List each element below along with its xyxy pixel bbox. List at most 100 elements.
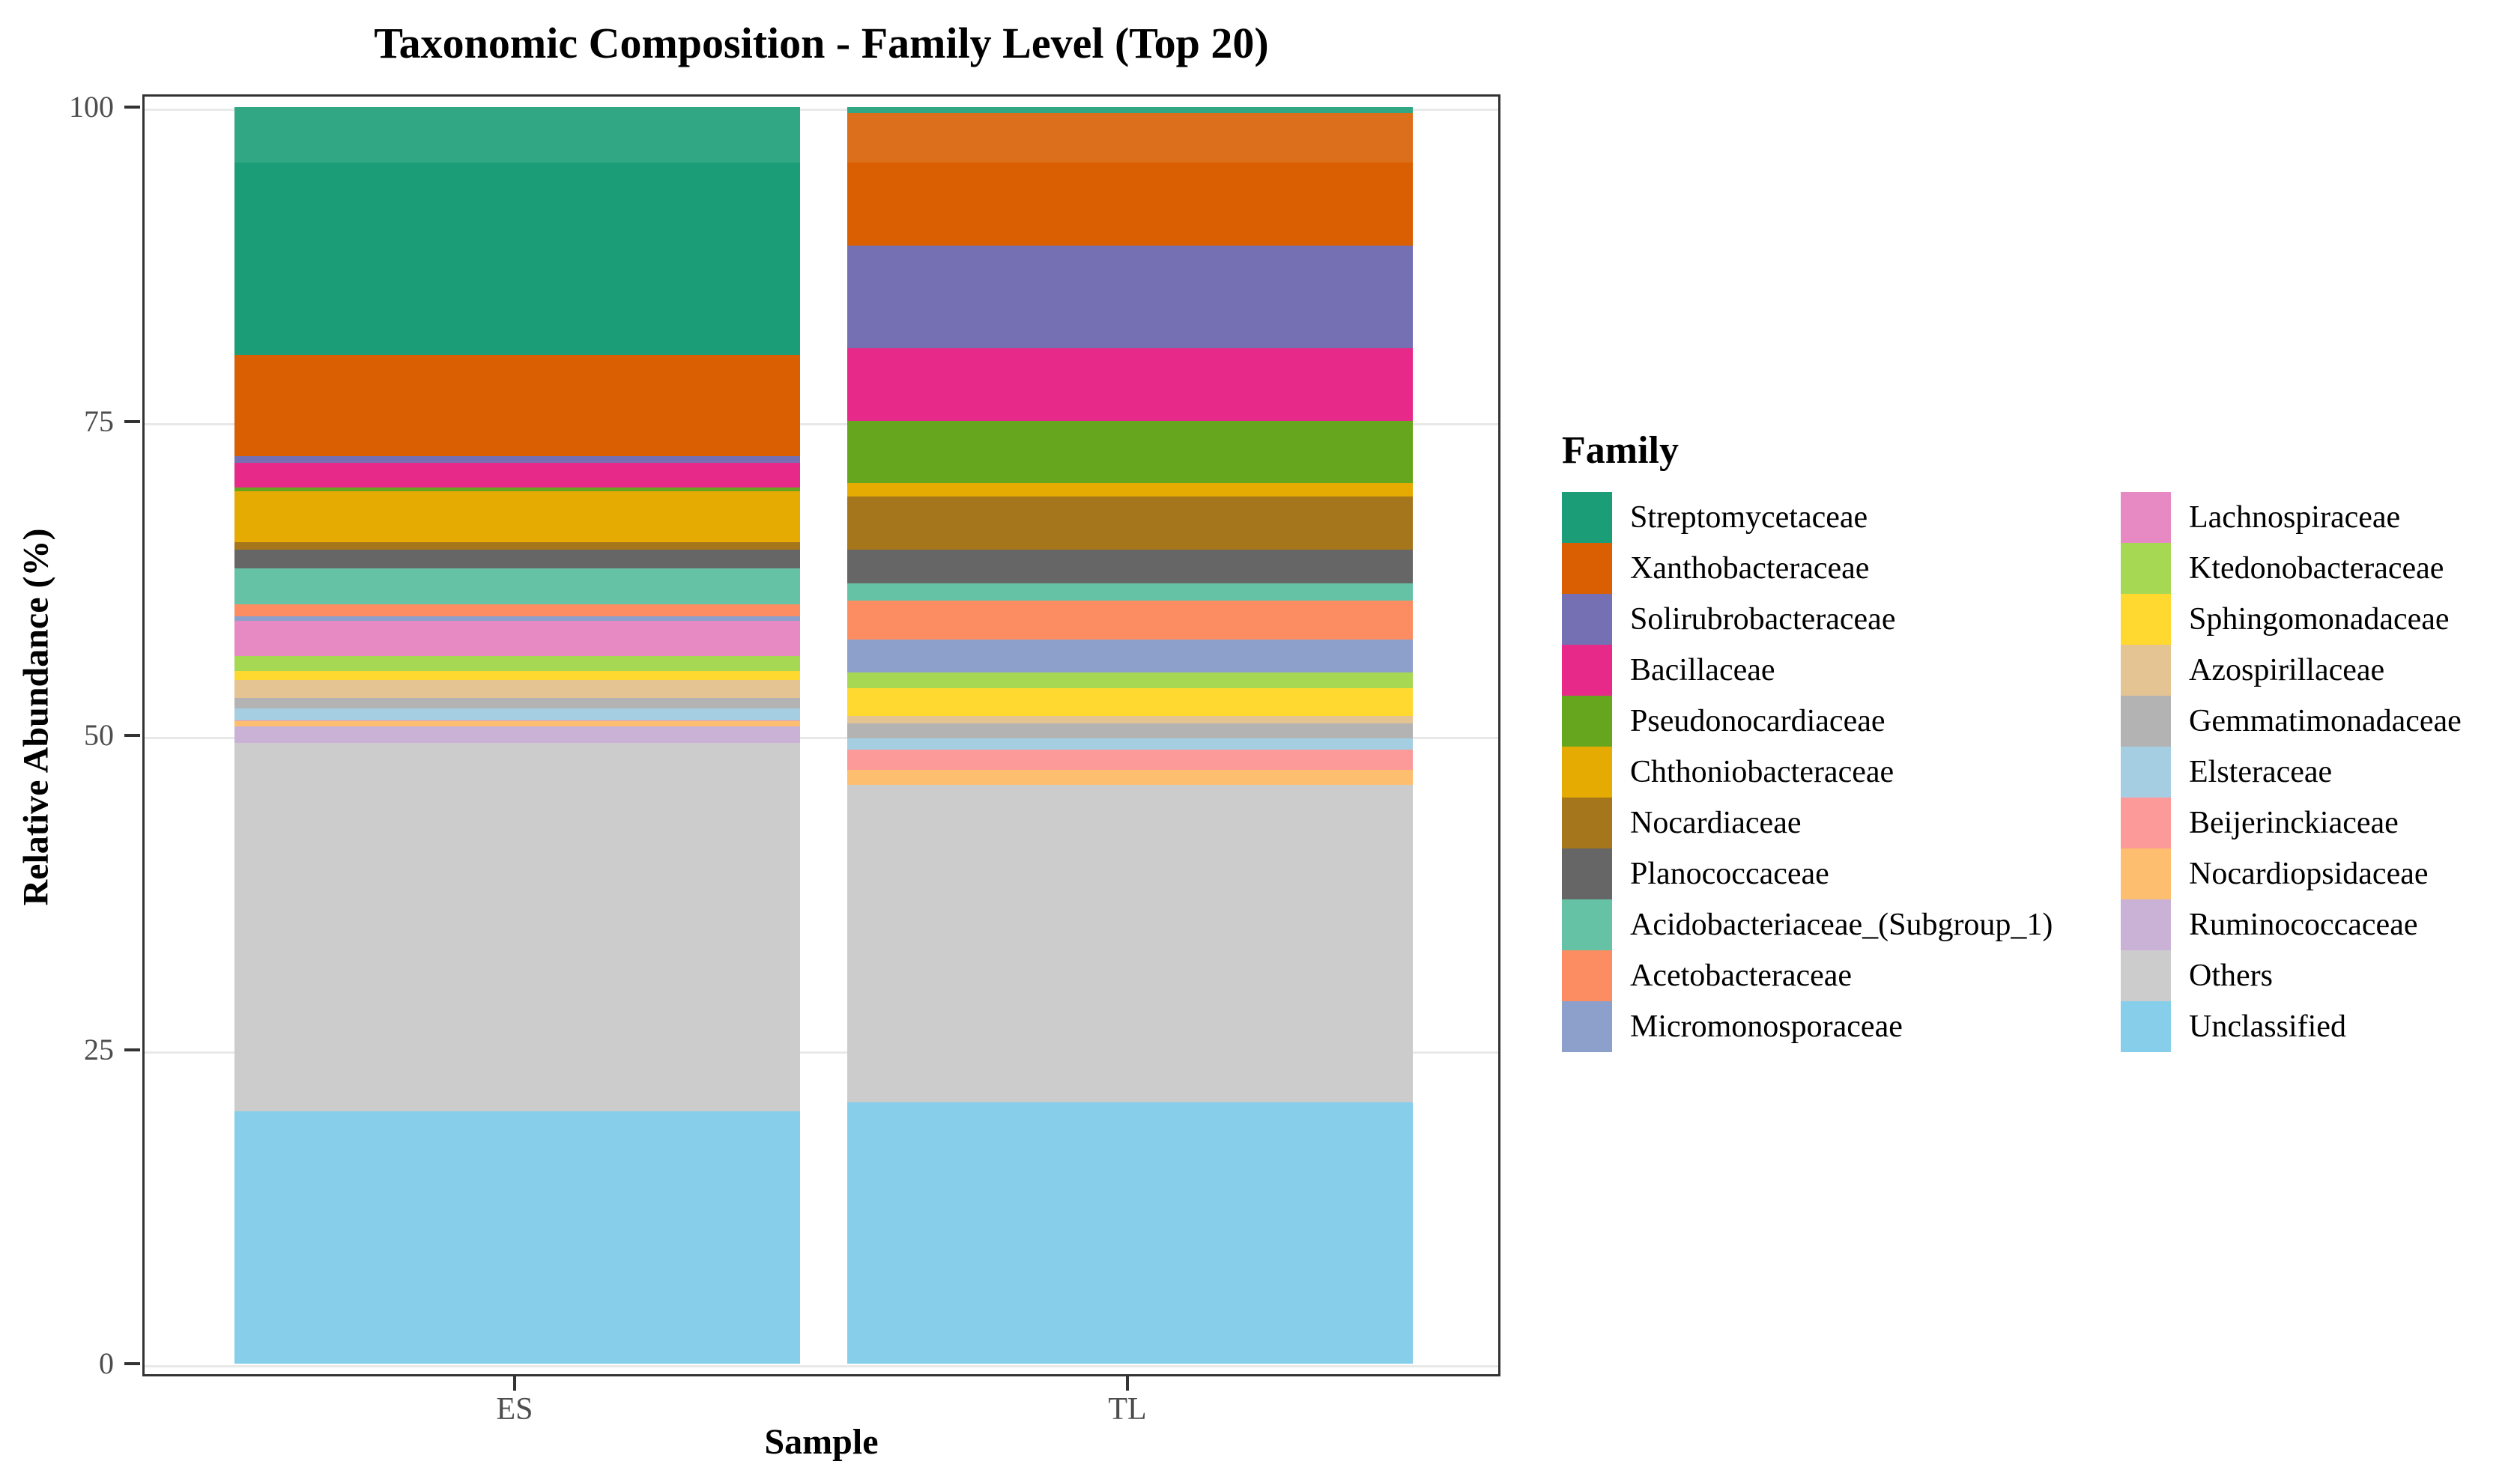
legend-item-Azospirillaceae: Azospirillaceae — [2121, 645, 2462, 696]
legend-swatch-Ktedonobacteraceae — [2121, 543, 2171, 594]
bar-segment-TL-Ktedonobacteraceae — [847, 672, 1413, 688]
legend-label-Lachnospiraceae: Lachnospiraceae — [2189, 500, 2401, 535]
legend-item-Streptomycetaceae: Streptomycetaceae — [1562, 492, 2053, 543]
legend-swatch-Acetobacteraceae — [1562, 950, 1612, 1001]
bar-segment-ES-Bacillaceae — [234, 462, 800, 488]
legend-swatch-Pseudonocardiaceae — [1562, 696, 1612, 747]
legend-label-Ruminococcaceae: Ruminococcaceae — [2189, 908, 2418, 942]
legend-label-Nocardiopsidaceae: Nocardiopsidaceae — [2189, 857, 2429, 891]
gridline-100 — [145, 109, 1498, 111]
legend-item-Chthoniobacteraceae: Chthoniobacteraceae — [1562, 747, 2053, 798]
legend-item-Elsteraceae: Elsteraceae — [2121, 747, 2462, 798]
legend-label-Streptomycetaceae: Streptomycetaceae — [1630, 500, 1868, 535]
bar-segment-ES-Elsteraceae — [234, 708, 800, 720]
legend-label-Acidobacteriaceae_(Subgroup_1): Acidobacteriaceae_(Subgroup_1) — [1630, 908, 2053, 942]
legend-swatch-Beijerinckiaceae — [2121, 798, 2171, 848]
bar-segment-TL-Sphingomonadaceae — [847, 688, 1413, 716]
y-tick-label-75: 75 — [84, 404, 114, 438]
bar-segment-ES-Acidobacteriaceae_(Subgroup_1) — [234, 568, 800, 604]
chart-title: Taxonomic Composition - Family Level (To… — [374, 19, 1269, 67]
y-axis-title: Relative Abundance (%) — [16, 528, 56, 906]
bar-segment-ES-Xanthobacteraceae — [234, 354, 800, 457]
legend-swatch-Nocardiaceae — [1562, 798, 1612, 848]
legend-swatch-Xanthobacteraceae — [1562, 543, 1612, 594]
plot-panel — [142, 94, 1500, 1376]
legend-swatch-Others — [2121, 950, 2171, 1001]
legend-item-Lachnospiraceae: Lachnospiraceae — [2121, 492, 2462, 543]
x-axis-title: Sample — [764, 1422, 879, 1462]
bar-segment-TL-Beijerinckiaceae — [847, 750, 1413, 771]
legend-label-Acetobacteraceae: Acetobacteraceae — [1630, 959, 1853, 993]
y-tick-mark-50 — [124, 734, 140, 737]
legend-swatch-Sphingomonadaceae — [2121, 594, 2171, 645]
legend-swatch-Solirubrobacteraceae — [1562, 594, 1612, 645]
y-tick-mark-25 — [124, 1048, 140, 1051]
legend-item-Bacillaceae: Bacillaceae — [1562, 645, 2053, 696]
bar-segment-ES-Acetobacteraceae — [234, 604, 800, 617]
legend-item-Gemmatimonadaceae: Gemmatimonadaceae — [2121, 696, 2462, 747]
bar-segment-ES-Solirubrobacteraceae — [234, 456, 800, 463]
bar-segment-ES-Streptomycetaceae — [234, 107, 800, 355]
bar-segment-ES-Ruminococcaceae — [234, 726, 800, 743]
legend-label-Azospirillaceae: Azospirillaceae — [2189, 653, 2385, 687]
bar-segment-TL-Acetobacteraceae — [847, 601, 1413, 640]
legend-swatch-Acidobacteriaceae_(Subgroup_1) — [1562, 899, 1612, 950]
gridline-25 — [145, 1051, 1498, 1054]
gridline-0 — [145, 1365, 1498, 1367]
y-tick-mark-0 — [124, 1362, 140, 1365]
bar-segment-ES-Nocardiopsidaceae — [234, 721, 800, 727]
bar-segment-TL-Nocardiaceae — [847, 496, 1413, 550]
legend-label-Others: Others — [2189, 959, 2273, 993]
x-tick-mark-ES — [513, 1376, 516, 1391]
legend-label-Xanthobacteraceae: Xanthobacteraceae — [1630, 551, 1870, 586]
legend-label-Nocardiaceae: Nocardiaceae — [1630, 806, 1802, 840]
bar-segment-ES-Gemmatimonadaceae — [234, 698, 800, 708]
bar-segment-ES-Micromonosporaceae — [234, 616, 800, 622]
bar-segment-TL-Streptomycetaceae — [847, 107, 1413, 114]
bar-segment-ES-Azospirillaceae — [234, 680, 800, 699]
bar-segment-ES-Nocardiaceae — [234, 541, 800, 550]
legend-item-Unclassified: Unclassified — [2121, 1001, 2462, 1052]
bar-segment-TL-Acidobacteriaceae_(Subgroup_1) — [847, 583, 1413, 601]
legend-swatch-Lachnospiraceae — [2121, 492, 2171, 543]
legend-swatch-Gemmatimonadaceae — [2121, 696, 2171, 747]
bar-segment-TL-Solirubrobacteraceae — [847, 245, 1413, 349]
legend-swatch-Chthoniobacteraceae — [1562, 747, 1612, 798]
bar-segment-ES-Sphingomonadaceae — [234, 671, 800, 681]
legend-item-Nocardiopsidaceae: Nocardiopsidaceae — [2121, 848, 2462, 899]
y-tick-label-0: 0 — [99, 1346, 114, 1380]
legend-item-Others: Others — [2121, 950, 2462, 1001]
legend-item-Planococcaceae: Planococcaceae — [1562, 848, 2053, 899]
gridline-75 — [145, 422, 1498, 425]
bar-segment-ES-Unclassified — [234, 1111, 800, 1364]
bar-segment-TL-Unclassified — [847, 1102, 1413, 1364]
legend-label-Chthoniobacteraceae: Chthoniobacteraceae — [1630, 755, 1894, 789]
legend-swatch-Azospirillaceae — [2121, 645, 2171, 696]
legend-item-Ruminococcaceae: Ruminococcaceae — [2121, 899, 2462, 950]
legend-label-Pseudonocardiaceae: Pseudonocardiaceae — [1630, 704, 1886, 738]
bar-segment-ES-Pseudonocardiaceae — [234, 488, 800, 491]
legend-item-Sphingomonadaceae: Sphingomonadaceae — [2121, 594, 2462, 645]
bar-segment-TL-Pseudonocardiaceae — [847, 421, 1413, 483]
bar-segment-TL-Micromonosporaceae — [847, 640, 1413, 673]
bar-TL — [847, 107, 1413, 1364]
legend-swatch-Bacillaceae — [1562, 645, 1612, 696]
bar-ES — [234, 107, 800, 1364]
bar-segment-TL-Nocardiopsidaceae — [847, 770, 1413, 786]
legend-item-Ktedonobacteraceae: Ktedonobacteraceae — [2121, 543, 2462, 594]
legend-item-Acetobacteraceae: Acetobacteraceae — [1562, 950, 2053, 1001]
y-tick-mark-75 — [124, 419, 140, 423]
x-tick-label-ES: ES — [496, 1392, 533, 1427]
legend-swatch-Streptomycetaceae — [1562, 492, 1612, 543]
legend-label-Gemmatimonadaceae: Gemmatimonadaceae — [2189, 704, 2462, 738]
bar-segment-ES-Chthoniobacteraceae — [234, 491, 800, 542]
legend: Family Streptomycetaceae Xanthobacteracea… — [1562, 428, 2462, 1052]
legend-item-Beijerinckiaceae: Beijerinckiaceae — [2121, 798, 2462, 848]
x-tick-mark-TL — [1126, 1376, 1129, 1391]
bar-segment-TL-Xanthobacteraceae — [847, 113, 1413, 246]
legend-item-Xanthobacteraceae: Xanthobacteraceae — [1562, 543, 2053, 594]
legend-label-Planococcaceae: Planococcaceae — [1630, 857, 1829, 891]
legend-item-Acidobacteriaceae_(Subgroup_1): Acidobacteriaceae_(Subgroup_1) — [1562, 899, 2053, 950]
bar-segment-TL-Chthoniobacteraceae — [847, 482, 1413, 497]
legend-label-Sphingomonadaceae: Sphingomonadaceae — [2189, 602, 2450, 637]
